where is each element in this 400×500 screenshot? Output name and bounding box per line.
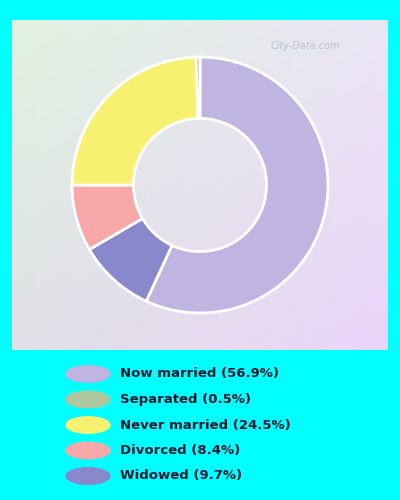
Circle shape: [66, 417, 110, 433]
Circle shape: [66, 391, 110, 408]
Wedge shape: [72, 185, 142, 250]
Circle shape: [66, 442, 110, 459]
Text: Divorced (8.4%): Divorced (8.4%): [120, 444, 240, 457]
Wedge shape: [72, 57, 198, 185]
Circle shape: [66, 468, 110, 484]
Text: Widowed (9.7%): Widowed (9.7%): [120, 470, 242, 482]
Text: Marital status in Oulu, WI: Marital status in Oulu, WI: [70, 21, 330, 39]
Text: City-Data.com: City-Data.com: [270, 42, 340, 51]
Text: Never married (24.5%): Never married (24.5%): [120, 418, 291, 432]
Wedge shape: [196, 57, 200, 118]
Wedge shape: [90, 218, 172, 301]
Circle shape: [66, 366, 110, 382]
Text: Separated (0.5%): Separated (0.5%): [120, 393, 251, 406]
Wedge shape: [146, 57, 328, 313]
Text: Now married (56.9%): Now married (56.9%): [120, 368, 279, 380]
